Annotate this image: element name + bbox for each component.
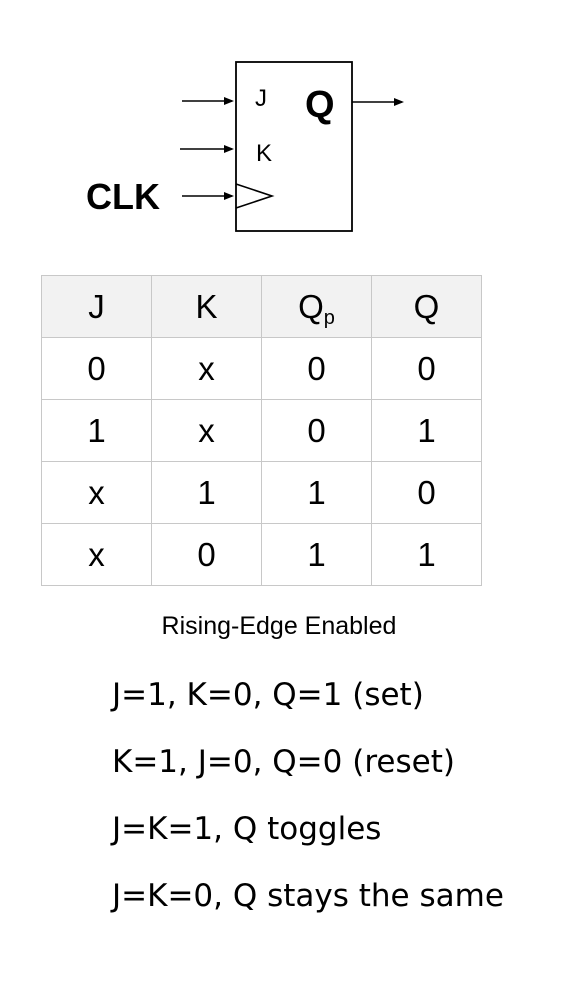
truth-table-header: J K Qp Q	[41, 275, 482, 338]
jk-flip-flop-diagram: J K Q CLK	[86, 61, 404, 232]
table-cell: 0	[261, 337, 372, 400]
header-cell-k: K	[151, 275, 262, 338]
note-hold: J=K=0, Q stays the same	[112, 878, 504, 914]
clk-label: CLK	[86, 176, 160, 217]
k-pin-label: K	[256, 140, 272, 167]
header-qp-text: Q	[298, 287, 324, 325]
header-cell-j: J	[41, 275, 152, 338]
note-toggle: J=K=1, Q toggles	[112, 811, 382, 847]
table-cell: 0	[41, 337, 152, 400]
q-pin-label: Q	[305, 84, 335, 126]
table-cell: 1	[261, 461, 372, 524]
table-cell: x	[41, 461, 152, 524]
table-cell: x	[151, 337, 262, 400]
header-qp-subscript: p	[323, 306, 335, 329]
table-caption: Rising-Edge Enabled	[161, 612, 397, 640]
table-cell: x	[151, 399, 262, 462]
j-input-arrow	[182, 97, 234, 105]
header-k-text: K	[195, 287, 218, 325]
flip-flop-box	[235, 61, 353, 232]
header-cell-qp: Qp	[261, 275, 372, 338]
q-output-arrow	[352, 98, 404, 106]
behavior-notes: J=1, K=0, Q=1 (set) K=1, J=0, Q=0 (reset…	[112, 676, 504, 944]
table-row: x 0 1 1	[41, 523, 482, 586]
truth-table: J K Qp Q 0 x 0 0 1 x 0 1 x 1 1 0 x 0 1 1	[41, 275, 482, 586]
k-input-arrow	[180, 145, 234, 153]
table-cell: 0	[151, 523, 262, 586]
table-cell: 1	[261, 523, 372, 586]
header-j-text: J	[88, 287, 105, 325]
header-q-text: Q	[413, 287, 440, 325]
table-cell: 0	[371, 337, 482, 400]
note-set: J=1, K=0, Q=1 (set)	[112, 677, 424, 713]
table-cell: 1	[371, 399, 482, 462]
table-row: 0 x 0 0	[41, 337, 482, 400]
table-cell: 1	[371, 523, 482, 586]
j-pin-label: J	[255, 85, 267, 112]
truth-table-body: 0 x 0 0 1 x 0 1 x 1 1 0 x 0 1 1	[41, 337, 482, 586]
clk-input-arrow	[182, 192, 234, 200]
table-row: x 1 1 0	[41, 461, 482, 524]
header-row: J K Qp Q	[41, 275, 482, 338]
table-cell: 1	[41, 399, 152, 462]
header-cell-q: Q	[371, 275, 482, 338]
clock-edge-triangle	[235, 183, 275, 209]
table-cell: x	[41, 523, 152, 586]
table-cell: 0	[371, 461, 482, 524]
table-row: 1 x 0 1	[41, 399, 482, 462]
table-cell: 1	[151, 461, 262, 524]
note-reset: K=1, J=0, Q=0 (reset)	[112, 744, 455, 780]
table-cell: 0	[261, 399, 372, 462]
